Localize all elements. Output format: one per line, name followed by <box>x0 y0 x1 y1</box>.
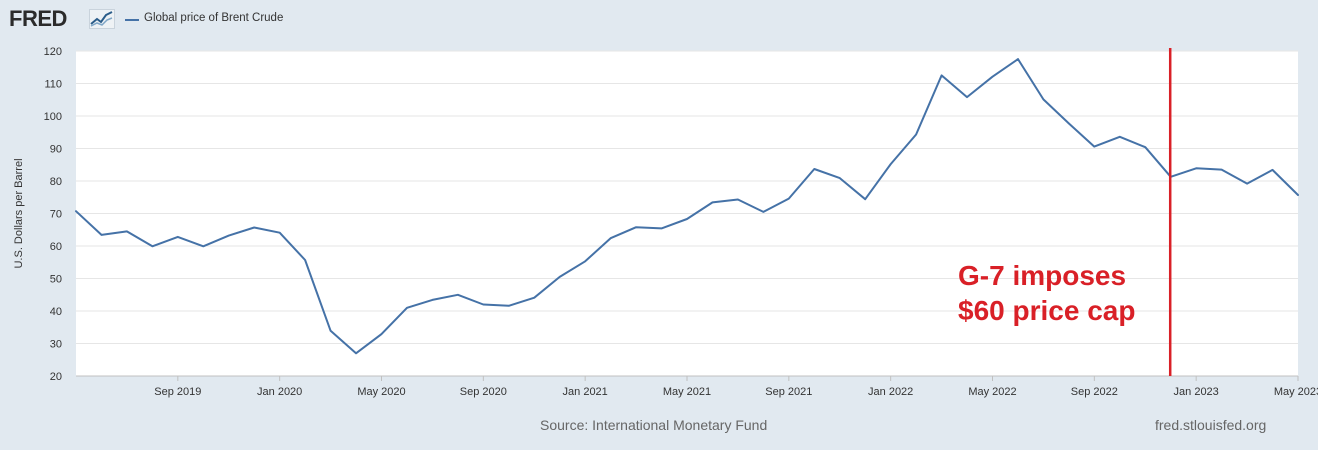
data-point <box>1068 122 1070 124</box>
data-point <box>711 201 713 203</box>
annotation-text: $60 price cap <box>958 295 1135 326</box>
x-tick-label: May 2020 <box>357 386 405 398</box>
data-point <box>737 199 739 201</box>
data-point <box>813 168 815 170</box>
line-chart: 20 30 40 50 60 70 80 90 100 110 120 Sep 2019 Jan 202… <box>13 46 1318 398</box>
data-point <box>941 74 943 76</box>
data-point <box>584 260 586 262</box>
x-tick-label: May 2021 <box>663 386 711 398</box>
data-point <box>1017 58 1019 60</box>
x-tick-label: May 2022 <box>968 386 1016 398</box>
y-tick-label: 100 <box>44 111 62 123</box>
x-tick-label: Sep 2019 <box>154 386 201 398</box>
data-point <box>635 226 637 228</box>
data-point <box>533 297 535 299</box>
y-tick-label: 50 <box>50 274 62 286</box>
y-tick-label: 20 <box>50 371 62 383</box>
site-link[interactable]: fred.stlouisfed.org <box>1155 417 1267 433</box>
data-point <box>762 211 764 213</box>
data-point <box>406 307 408 309</box>
data-point <box>177 236 179 238</box>
data-point <box>457 294 459 296</box>
data-point <box>508 305 510 307</box>
data-point <box>1246 183 1248 185</box>
x-tick-label: Sep 2021 <box>765 386 812 398</box>
data-point <box>482 304 484 306</box>
series-line-brent-crude <box>75 58 1299 355</box>
data-point <box>304 259 306 261</box>
data-point <box>915 134 917 136</box>
fred-logo-graph-icon <box>89 9 115 29</box>
data-point <box>1119 136 1121 138</box>
y-axis-label: U.S. Dollars per Barrel <box>13 158 25 268</box>
data-point <box>253 226 255 228</box>
annotation-text: G-7 imposes <box>958 260 1126 291</box>
data-point <box>864 198 866 200</box>
legend-series-label: Global price of Brent Crude <box>144 12 284 24</box>
data-point <box>992 76 994 78</box>
data-point <box>559 276 561 278</box>
data-point <box>661 227 663 229</box>
data-point <box>75 210 77 212</box>
data-point <box>279 232 281 234</box>
chart-header: FRED Global price of Brent Crude <box>0 0 1318 40</box>
data-point <box>355 352 357 354</box>
data-point <box>1195 167 1197 169</box>
data-point <box>788 198 790 200</box>
x-tick-label: Jan 2022 <box>868 386 913 398</box>
y-tick-label: 70 <box>50 209 62 221</box>
data-point <box>228 235 230 237</box>
y-tick-label: 60 <box>50 241 62 253</box>
x-tick-label: Jan 2023 <box>1174 386 1219 398</box>
data-point <box>839 177 841 179</box>
x-tick-label: Sep 2022 <box>1071 386 1118 398</box>
data-point <box>381 333 383 335</box>
y-tick-label: 30 <box>50 339 62 351</box>
y-tick-label: 40 <box>50 306 62 318</box>
data-point <box>1272 169 1274 171</box>
data-point <box>1144 146 1146 148</box>
y-tick-label: 90 <box>50 144 62 156</box>
data-point <box>100 234 102 236</box>
x-tick-label: Sep 2020 <box>460 386 507 398</box>
data-point <box>1297 194 1299 196</box>
y-tick-label: 80 <box>50 176 62 188</box>
data-point <box>1093 146 1095 148</box>
data-point <box>1221 169 1223 171</box>
data-point <box>202 245 204 247</box>
source-note: Source: International Monetary Fund <box>540 417 768 433</box>
data-point <box>126 230 128 232</box>
data-point <box>966 96 968 98</box>
data-point <box>610 237 612 239</box>
x-tick-label: May 2023 <box>1274 386 1318 398</box>
data-point <box>890 163 892 165</box>
legend-series-swatch <box>125 19 139 21</box>
y-tick-label: 110 <box>44 79 62 91</box>
data-point <box>431 299 433 301</box>
fred-logo[interactable]: FRED <box>9 6 67 31</box>
data-point <box>330 330 332 332</box>
data-point <box>686 218 688 220</box>
data-point <box>151 245 153 247</box>
x-tick-label: Jan 2021 <box>563 386 608 398</box>
data-point <box>1042 98 1044 100</box>
x-tick-label: Jan 2020 <box>257 386 302 398</box>
y-tick-label: 120 <box>44 46 62 58</box>
